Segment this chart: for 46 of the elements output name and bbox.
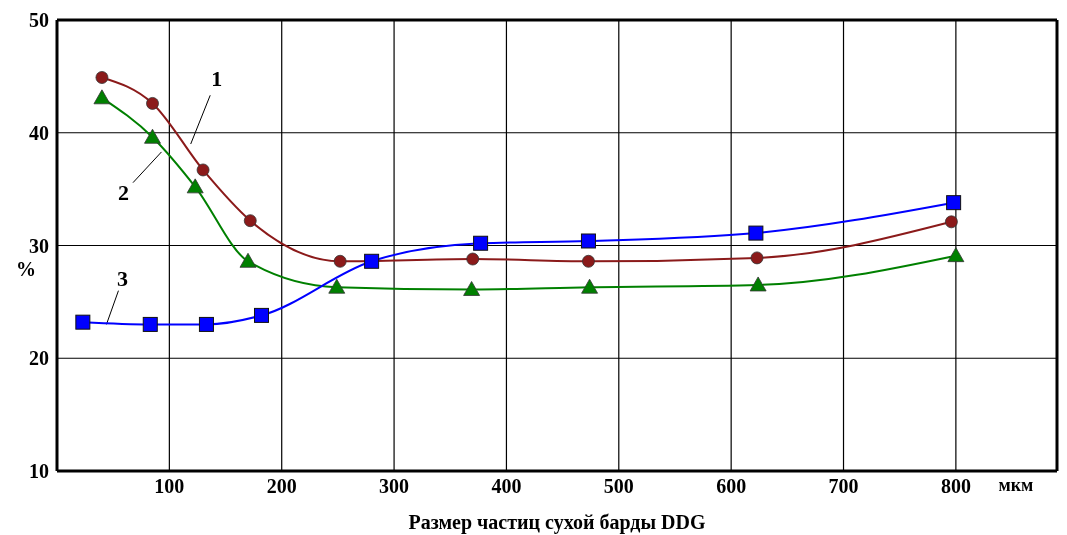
point [463,281,481,296]
point [944,215,958,229]
point [243,214,257,228]
point [198,316,214,332]
x-tick-label: 500 [603,475,634,498]
x-axis-title: Размер частиц сухой барды DDG [408,511,706,534]
text: мкм [998,475,1034,495]
annotation: 3 [116,266,128,292]
x-tick-label: 800 [940,475,971,498]
point [253,307,269,323]
x-tick-label: 100 [154,475,185,498]
point [333,254,347,268]
point [142,316,158,332]
x-tick-label: 700 [828,475,859,498]
annotation: 1 [211,66,223,92]
point [582,254,595,268]
x-tick-label: 300 [379,475,410,498]
point [466,252,480,266]
point [93,89,111,105]
point [146,97,159,110]
y-axis-title: % [16,257,36,280]
x-tick-label: 600 [716,475,747,498]
point [473,235,489,251]
y-tick-label: 40 [29,121,49,144]
y-tick-label: 20 [29,347,49,370]
point [581,278,598,294]
y-tick-label: 30 [29,234,49,257]
point [364,253,380,269]
point [186,178,204,194]
point [748,225,764,241]
point [946,195,962,211]
y-tick-label: 10 [29,460,49,483]
point [75,314,91,330]
point [947,247,965,263]
point [196,163,210,177]
y-tick-label: 50 [29,9,49,32]
point [750,251,764,265]
point [749,276,767,292]
point [144,128,161,144]
point [95,71,109,84]
x-tick-label: 200 [266,475,297,498]
x-tick-label: 400 [491,475,522,498]
annotation: 2 [117,179,129,205]
point [239,252,257,268]
point [328,278,346,294]
point [580,233,596,249]
